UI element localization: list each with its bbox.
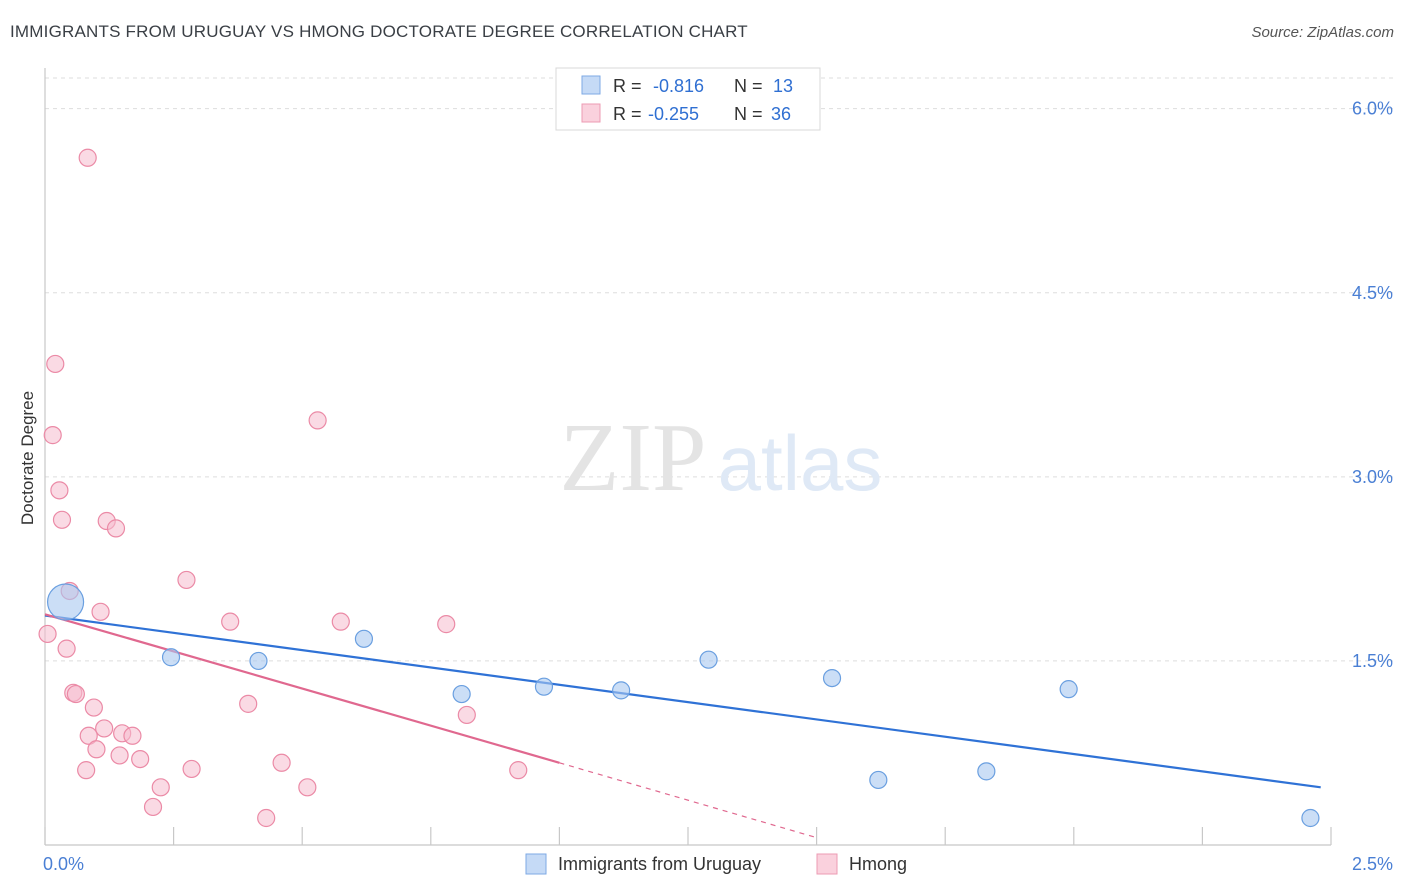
point-uruguay: [354, 629, 374, 648]
watermark: ZIP atlas: [560, 404, 883, 512]
stats-n-label-blue: N =: [734, 76, 763, 96]
point-hmong: [110, 746, 129, 765]
axes: [44, 68, 1332, 846]
legend-label-hmong: Hmong: [849, 854, 907, 874]
point-uruguay: [822, 669, 842, 688]
point-hmong: [331, 612, 350, 631]
point-hmong: [66, 684, 85, 704]
point-hmong: [239, 694, 258, 713]
point-uruguay: [452, 684, 471, 704]
point-uruguay: [161, 648, 181, 667]
source-label: Source: ZipAtlas.com: [1251, 24, 1394, 41]
point-hmong: [106, 519, 126, 538]
y-tick-label: 6.0%: [1352, 99, 1393, 119]
point-uruguay: [699, 650, 718, 669]
point-uruguay: [977, 762, 996, 781]
point-hmong: [177, 570, 196, 590]
stats-n-value-blue: 13: [773, 76, 793, 96]
point-uruguay: [1301, 808, 1320, 828]
x-tick-label-max: 2.5%: [1352, 854, 1393, 874]
y-tick-label: 4.5%: [1352, 283, 1393, 303]
stats-r-value-blue: -0.816: [653, 76, 704, 96]
point-uruguay: [46, 583, 85, 621]
point-hmong: [57, 639, 76, 658]
y-tick-label: 3.0%: [1352, 467, 1393, 487]
point-hmong: [38, 624, 57, 644]
stats-n-label-pink: N =: [734, 104, 763, 124]
watermark-zip: ZIP: [560, 404, 707, 512]
stats-r-label-pink: R =: [613, 104, 642, 124]
point-hmong: [221, 612, 240, 631]
point-hmong: [46, 354, 65, 374]
point-hmong: [87, 740, 106, 759]
trend-line-hmong-extension: [559, 762, 817, 839]
trend-line-uruguay: [44, 614, 1321, 789]
stats-swatch-pink: [581, 103, 601, 123]
trend-lines: [44, 613, 1321, 839]
point-hmong: [457, 705, 476, 725]
stats-swatch-blue: [581, 75, 601, 95]
point-uruguay: [534, 677, 554, 696]
point-hmong: [131, 749, 150, 769]
point-hmong: [272, 753, 291, 772]
chart-title: IMMIGRANTS FROM URUGUAY VS HMONG DOCTORA…: [10, 22, 748, 41]
point-hmong: [509, 761, 528, 780]
point-hmong: [437, 615, 456, 634]
series-legend: Immigrants from Uruguay Hmong: [525, 853, 907, 875]
point-uruguay: [869, 770, 888, 790]
point-hmong: [308, 411, 327, 430]
point-hmong: [91, 602, 110, 621]
watermark-atlas: atlas: [718, 419, 883, 507]
tick-labels: 1.5% 3.0% 4.5% 6.0% 0.0% 2.5%: [43, 99, 1393, 874]
point-uruguay: [1059, 680, 1078, 699]
point-hmong: [143, 797, 163, 817]
point-hmong: [95, 719, 114, 738]
stats-legend: R = -0.816 N = 13 R = -0.255 N = 36: [555, 67, 821, 131]
stats-r-value-pink: -0.255: [648, 104, 699, 124]
point-uruguay: [249, 651, 268, 671]
legend-label-uruguay: Immigrants from Uruguay: [558, 854, 761, 874]
data-points: [38, 148, 1320, 828]
point-hmong: [77, 761, 96, 780]
point-hmong: [79, 726, 98, 745]
legend-swatch-hmong: [816, 853, 838, 875]
point-uruguay: [612, 681, 631, 700]
point-hmong: [151, 778, 170, 797]
point-hmong: [298, 778, 317, 797]
point-hmong: [257, 808, 276, 828]
point-hmong: [43, 426, 62, 445]
legend-swatch-uruguay: [525, 853, 547, 875]
point-hmong: [123, 726, 142, 745]
point-hmong: [84, 698, 103, 717]
point-hmong: [50, 481, 69, 500]
point-hmong: [78, 148, 97, 167]
x-tick-label-min: 0.0%: [43, 854, 84, 874]
point-hmong: [52, 510, 72, 529]
stats-n-value-pink: 36: [771, 104, 791, 124]
y-tick-label: 1.5%: [1352, 651, 1393, 671]
gridlines: [45, 77, 1395, 662]
point-hmong: [182, 759, 201, 779]
trend-line-hmong: [44, 613, 560, 764]
stats-r-label-blue: R =: [613, 76, 642, 96]
